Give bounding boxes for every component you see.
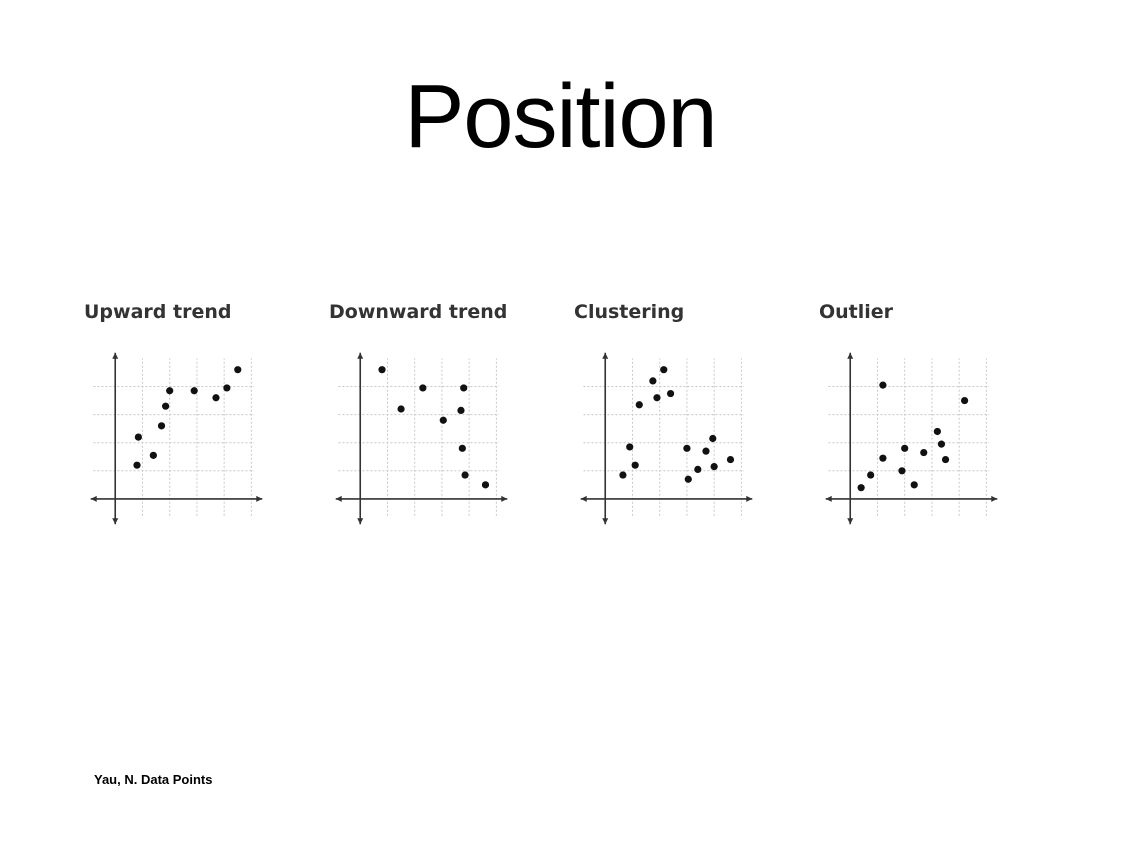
scatter-point xyxy=(710,462,718,471)
scatter-point xyxy=(933,427,941,436)
slide-title: Position xyxy=(404,67,717,167)
scatter-point xyxy=(901,444,909,452)
scatter-point xyxy=(223,384,231,392)
y-axis-arrow-up xyxy=(847,352,854,359)
chart-title: Outlier xyxy=(819,301,894,323)
scatter-point xyxy=(162,402,170,410)
scatter-point xyxy=(134,433,142,441)
chart-panel-downward-trend: Downward trend xyxy=(329,298,529,538)
grid xyxy=(338,358,500,516)
scatter-point xyxy=(879,381,887,389)
scatter-point xyxy=(683,444,691,452)
scatter-point xyxy=(631,461,639,469)
chart-title: Upward trend xyxy=(84,301,232,323)
scatter-point xyxy=(937,440,946,448)
scatter-point xyxy=(378,366,386,374)
chart-title: Downward trend xyxy=(329,301,508,323)
scatter-point xyxy=(684,475,692,483)
y-axis-arrow-up xyxy=(112,352,119,359)
x-axis-arrow-left xyxy=(580,495,587,502)
scatter-point xyxy=(461,471,469,479)
scatter-point xyxy=(898,467,906,475)
scatter-point xyxy=(149,451,157,459)
scatter-point xyxy=(660,366,668,374)
x-axis-arrow-right xyxy=(991,495,998,502)
grid xyxy=(828,358,990,516)
scatter-point xyxy=(133,461,141,469)
y-axis-arrow-up xyxy=(357,352,364,359)
scatter-point xyxy=(709,434,717,443)
scatter-point xyxy=(439,416,447,424)
scatter-point xyxy=(481,481,490,489)
scatter-point xyxy=(879,454,887,462)
axes xyxy=(580,352,753,525)
scatter-point xyxy=(910,481,918,489)
scatter-point xyxy=(941,455,950,464)
scatter-point xyxy=(166,387,174,395)
chart-clustering xyxy=(580,352,753,525)
scatter-point xyxy=(234,366,242,374)
scatter-point xyxy=(867,471,875,479)
y-axis-arrow-down xyxy=(112,518,119,525)
scatter-point xyxy=(635,401,643,409)
chart-upward-trend xyxy=(90,352,263,525)
scatter-point xyxy=(726,455,735,464)
axes xyxy=(90,352,263,525)
scatter-point xyxy=(419,384,427,392)
scatter-point xyxy=(397,405,405,413)
scatter-point xyxy=(212,394,220,402)
scatter-point xyxy=(458,444,466,452)
x-axis-arrow-right xyxy=(501,495,508,502)
scatter-point xyxy=(649,377,657,385)
scatter-point xyxy=(666,389,675,398)
x-axis-arrow-left xyxy=(90,495,97,502)
source-caption: Yau, N. Data Points xyxy=(94,772,213,787)
scatter-point xyxy=(920,448,928,457)
chart-panel-outlier: Outlier xyxy=(819,298,1019,538)
scatter-point xyxy=(653,394,661,402)
y-axis-arrow-down xyxy=(847,518,854,525)
axes xyxy=(335,352,508,525)
scatter-point xyxy=(694,465,702,474)
scatter-point xyxy=(857,484,865,492)
x-axis-arrow-left xyxy=(335,495,342,502)
scatter-point xyxy=(460,384,468,392)
scatter-point xyxy=(961,396,969,405)
axes xyxy=(825,352,998,525)
y-axis-arrow-down xyxy=(602,518,609,525)
x-axis-arrow-left xyxy=(825,495,832,502)
chart-panel-upward-trend: Upward trend xyxy=(84,298,284,538)
chart-downward-trend xyxy=(335,352,508,525)
scatter-point xyxy=(619,471,627,479)
y-axis-arrow-down xyxy=(357,518,364,525)
scatter-point xyxy=(702,447,710,455)
scatter-point xyxy=(157,422,166,430)
scatter-point xyxy=(457,406,465,415)
scatter-point xyxy=(190,387,198,395)
chart-outlier xyxy=(825,352,998,525)
scatter-point xyxy=(626,443,634,451)
grid xyxy=(583,358,745,516)
x-axis-arrow-right xyxy=(256,495,263,502)
grid xyxy=(93,358,255,516)
chart-panel-clustering: Clustering xyxy=(574,298,774,538)
x-axis-arrow-right xyxy=(746,495,753,502)
chart-title: Clustering xyxy=(574,301,685,323)
y-axis-arrow-up xyxy=(602,352,609,359)
